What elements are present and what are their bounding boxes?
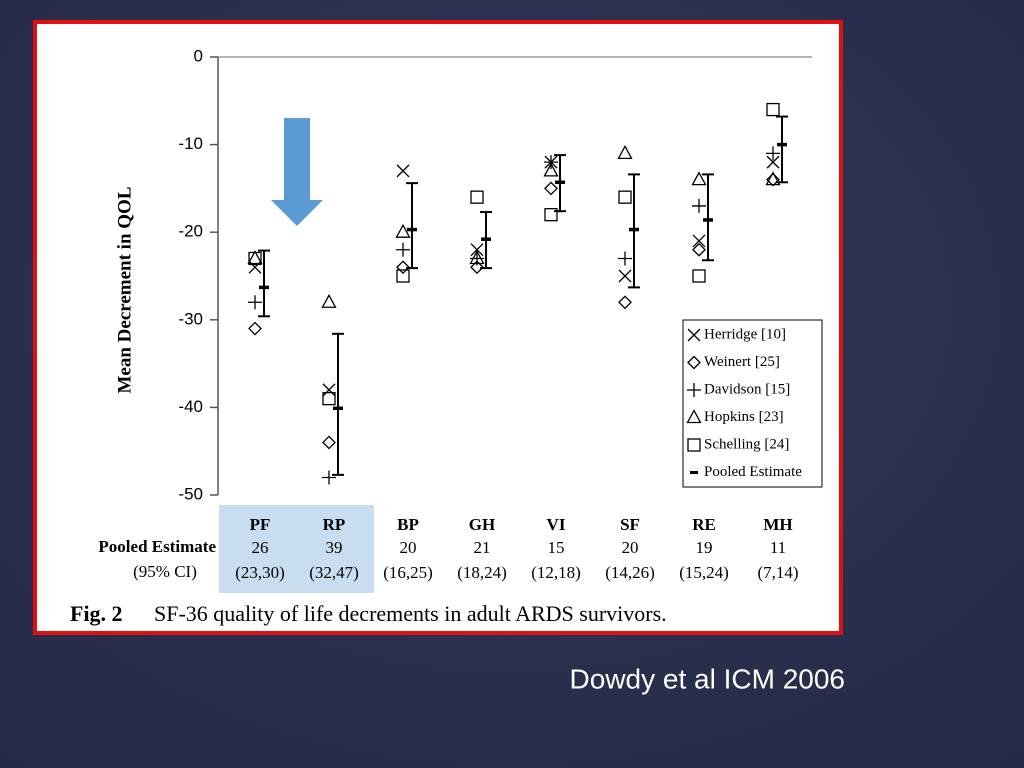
table-ci: (14,26) bbox=[605, 563, 655, 582]
y-tick-label: -40 bbox=[178, 397, 203, 416]
legend-label: Pooled Estimate bbox=[704, 464, 802, 480]
table-ci: (16,25) bbox=[383, 563, 433, 582]
table-estimate: 20 bbox=[622, 538, 639, 557]
x-tick-label: RP bbox=[323, 515, 346, 534]
marker-square bbox=[396, 269, 410, 283]
legend-box bbox=[682, 319, 823, 488]
marker-triangle bbox=[395, 223, 411, 238]
marker-x bbox=[470, 243, 484, 257]
marker-triangle bbox=[543, 162, 559, 177]
table-ci: (7,14) bbox=[757, 563, 798, 582]
y-tick-label: -50 bbox=[178, 484, 203, 503]
marker-square bbox=[322, 391, 336, 406]
arrow-head bbox=[271, 200, 323, 226]
marker-plus bbox=[396, 242, 410, 257]
marker-plus bbox=[248, 295, 262, 310]
table-estimate: 19 bbox=[696, 538, 713, 557]
arrow-shaft bbox=[284, 118, 310, 200]
y-tick-label: -10 bbox=[178, 134, 203, 153]
x-tick-label: MH bbox=[763, 515, 792, 534]
table-estimate: 20 bbox=[400, 538, 417, 557]
marker-diamond bbox=[322, 435, 336, 450]
marker-x bbox=[618, 269, 632, 283]
x-tick-label: PF bbox=[250, 515, 271, 534]
x-tick-label: VI bbox=[547, 515, 566, 534]
x-tick-label: RE bbox=[692, 515, 716, 534]
marker-triangle bbox=[321, 293, 337, 308]
table-estimate: 39 bbox=[326, 538, 343, 557]
marker-diamond bbox=[766, 172, 780, 187]
y-tick-label: -20 bbox=[178, 222, 203, 241]
marker-square bbox=[618, 190, 632, 204]
x-tick-label: GH bbox=[469, 515, 495, 534]
legend-label: Davidson [15] bbox=[704, 381, 790, 397]
marker-diamond bbox=[687, 355, 701, 370]
table-estimate: 21 bbox=[474, 538, 491, 557]
marker-plus bbox=[692, 198, 706, 213]
legend-label: Schelling [24] bbox=[704, 436, 789, 452]
table-ci: (32,47) bbox=[309, 563, 359, 582]
marker-plus bbox=[618, 251, 632, 266]
marker-triangle bbox=[686, 409, 702, 424]
y-axis-label: Mean Decrement in QOL bbox=[114, 186, 135, 393]
table-estimate: 11 bbox=[770, 538, 786, 557]
marker-diamond bbox=[692, 242, 706, 257]
y-tick-label: 0 bbox=[194, 46, 203, 65]
table-ci: (23,30) bbox=[235, 563, 285, 582]
marker-x bbox=[322, 383, 336, 397]
marker-triangle bbox=[691, 171, 707, 186]
table-row-label: Pooled Estimate bbox=[98, 537, 216, 556]
marker-triangle bbox=[765, 171, 781, 186]
marker-x bbox=[687, 328, 701, 342]
table-ci: (12,18) bbox=[531, 563, 581, 582]
marker-square bbox=[766, 102, 780, 117]
marker-diamond bbox=[396, 260, 410, 275]
marker-plus bbox=[766, 146, 780, 161]
credit: Dowdy et al ICM 2006 bbox=[570, 663, 845, 694]
table-estimate: 26 bbox=[252, 538, 269, 557]
caption-text: SF-36 quality of life decrements in adul… bbox=[154, 601, 667, 626]
marker-square bbox=[544, 208, 558, 222]
marker-diamond bbox=[544, 181, 558, 196]
marker-x bbox=[766, 155, 780, 169]
marker-x bbox=[396, 164, 410, 178]
x-tick-label: BP bbox=[397, 515, 419, 534]
caption-label: Fig. 2 bbox=[70, 601, 123, 626]
marker-triangle bbox=[617, 144, 633, 160]
marker-plus bbox=[322, 470, 336, 485]
marker-x bbox=[692, 234, 706, 248]
table-estimate: 15 bbox=[548, 538, 565, 557]
legend-label: Herridge [10] bbox=[704, 326, 786, 342]
table-ci: (15,24) bbox=[679, 563, 729, 582]
highlight bbox=[219, 505, 374, 593]
marker-triangle bbox=[469, 250, 485, 265]
marker-diamond bbox=[248, 321, 262, 336]
table-ci: (18,24) bbox=[457, 563, 507, 582]
legend-label: Weinert [25] bbox=[704, 354, 780, 370]
marker-square bbox=[687, 438, 701, 452]
x-tick-label: SF bbox=[620, 515, 640, 534]
marker-diamond bbox=[470, 260, 484, 275]
marker-plus bbox=[687, 383, 701, 397]
marker-plus bbox=[544, 155, 558, 170]
y-tick-label: -30 bbox=[178, 309, 203, 328]
table-ci-label: (95% CI) bbox=[133, 562, 197, 581]
marker-square bbox=[248, 251, 262, 266]
marker-diamond bbox=[618, 295, 632, 310]
legend-label: Hopkins [23] bbox=[704, 409, 784, 425]
marker-square bbox=[692, 269, 706, 283]
marker-square bbox=[470, 190, 484, 204]
marker-triangle bbox=[247, 250, 263, 265]
